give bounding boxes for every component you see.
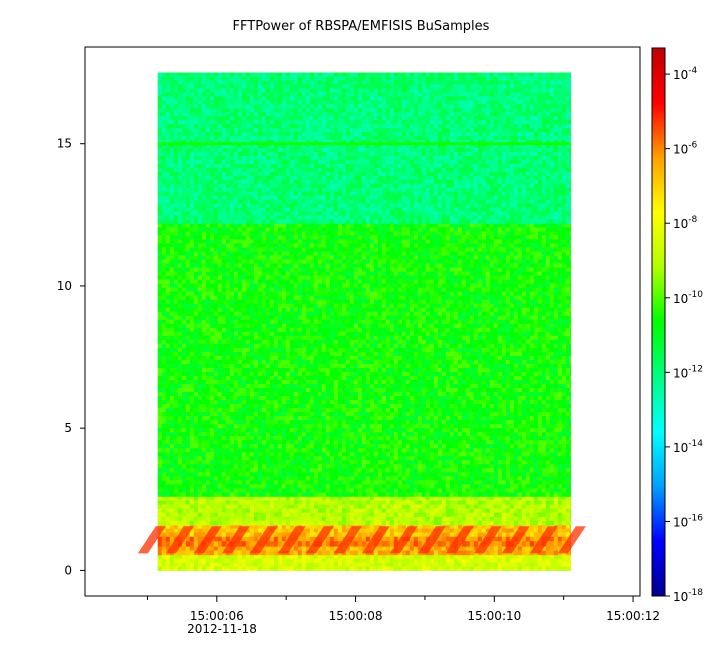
spectrogram-heatmap	[137, 72, 586, 571]
colorbar-scale	[651, 47, 666, 597]
colorbar-ticks: 10-4 10-6 10-8 10-10 10-12 10-14 10-16 10-18	[665, 66, 703, 604]
x-tick-label: 15:00:06	[190, 609, 244, 623]
colorbar-tick-label: 10-4	[673, 66, 698, 82]
y-tick-label: 15	[57, 137, 72, 151]
colorbar-tick-label: 10-14	[673, 439, 703, 455]
chart-title: FFTPower of RBSPA/EMFISIS BuSamples	[233, 19, 490, 34]
colorbar-tick-label: 10-18	[673, 588, 703, 604]
y-axis: 0 5 10 15	[57, 137, 85, 577]
heatmap-stripes	[137, 142, 586, 554]
colorbar-tick-label: 10-10	[673, 290, 703, 306]
y-tick-label: 5	[64, 421, 72, 435]
colorbar-tick-label: 10-8	[673, 215, 698, 231]
x-tick-label: 15:00:08	[329, 609, 383, 623]
colorbar: 10-4 10-6 10-8 10-10 10-12 10-14 10-16 10-18	[651, 47, 703, 604]
colorbar-tick-label: 10-6	[673, 141, 698, 157]
plot-area: 15:00:06 15:00:08 15:00:10 15:00:12 051015 …	[57, 46, 660, 636]
x-tick-label: 15:00:10	[467, 609, 521, 623]
x-date-label: 2012-11-18	[187, 622, 257, 636]
x-axis: 15:00:06 15:00:08 15:00:10 15:00:12	[146, 596, 660, 623]
colorbar-tick-label: 10-12	[673, 364, 703, 380]
colorbar-tick-label: 10-16	[673, 513, 703, 529]
heatmap-noise	[157, 72, 571, 571]
y-tick-label: 10	[57, 279, 72, 293]
y-tick-label: 0	[64, 563, 72, 577]
x-tick-label: 15:00:12	[606, 609, 660, 623]
